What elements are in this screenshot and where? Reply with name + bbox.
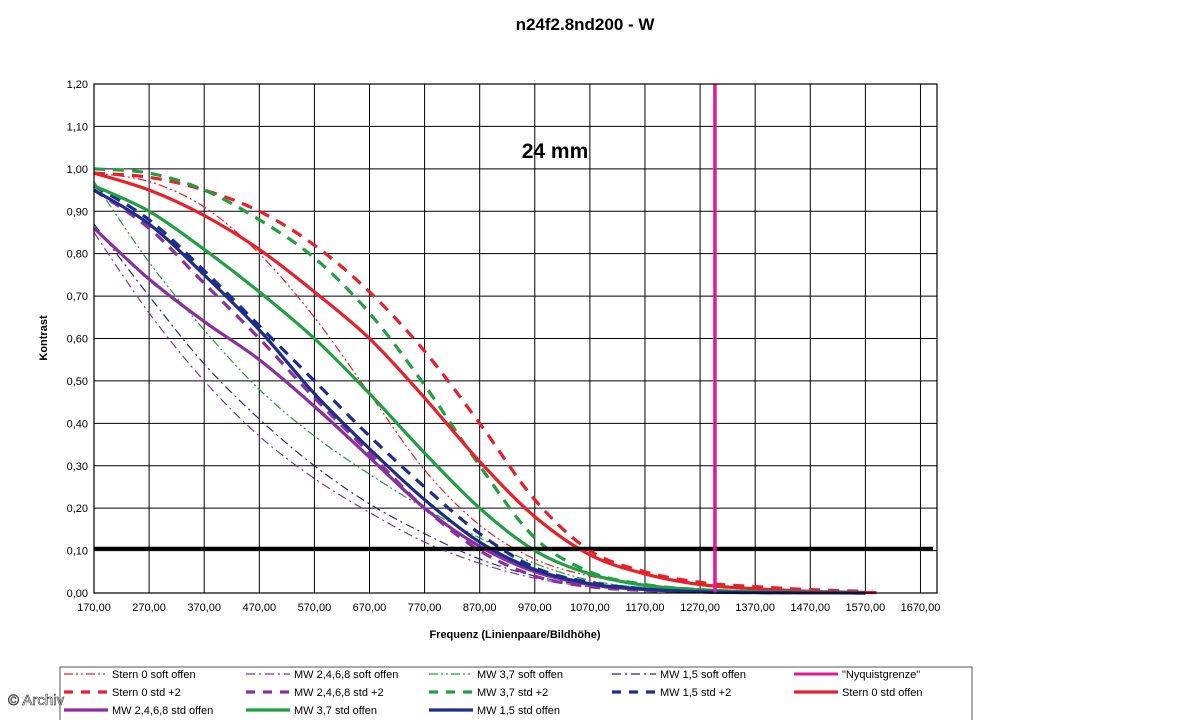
series-line [93,184,866,595]
legend-label: Stern 0 std +2 [112,687,181,699]
y-tick-label: 0,60 [67,334,88,346]
y-tick-label: 0,50 [67,376,88,388]
x-tick-label: 770,00 [408,602,442,614]
x-axis-label: Frequenz (Linienpaare/Bildhöhe) [429,629,600,641]
plot-frame [93,83,938,594]
y-tick-label: 0,00 [67,588,88,600]
y-tick-label: 0,80 [67,249,88,261]
focal-length-annotation: 24 mm [522,140,589,163]
legend-label: MW 3,7 std +2 [477,687,548,699]
tick-labels: 170,00 270,00 370,00 470,00 570,00 670,00 770,… [67,79,941,614]
legend: Stern 0 soft offen MW 2,4,6,8 soft offen M… [59,666,973,720]
x-tick-label: 270,00 [132,602,166,614]
legend-label: Stern 0 soft offen [112,669,196,681]
x-tick-label: 170,00 [77,602,111,614]
legend-label: Stern 0 std offen [842,687,923,699]
y-tick-label: 1,10 [67,121,88,133]
x-tick-label: 1670,00 [901,602,941,614]
y-tick-label: 0,30 [67,461,88,473]
x-tick-label: 870,00 [463,602,497,614]
series-lines [92,167,877,595]
legend-label: MW 1,5 std +2 [660,687,731,699]
y-tick-label: 1,00 [67,164,88,176]
legend-label: MW 2,4,6,8 std offen [112,705,213,717]
legend-label: MW 2,4,6,8 std +2 [294,687,384,699]
series-line [93,167,866,595]
y-tick-label: 1,20 [67,79,88,91]
x-tick-label: 1570,00 [845,602,885,614]
x-tick-label: 1470,00 [790,602,830,614]
series-line [93,184,866,595]
legend-label: MW 1,5 soft offen [660,669,746,681]
x-tick-label: 470,00 [242,602,276,614]
x-tick-label: 670,00 [353,602,387,614]
x-tick-label: 1370,00 [735,602,775,614]
legend-label: MW 2,4,6,8 soft offen [294,669,398,681]
legend-label: "Nyquistgrenze" [842,669,920,681]
x-tick-label: 970,00 [518,602,552,614]
y-tick-label: 0,10 [67,546,88,558]
series-line [93,171,866,593]
x-tick-label: 1070,00 [570,602,610,614]
watermark: © Archiv [8,692,65,709]
y-tick-label: 0,20 [67,503,88,515]
y-axis-label: Kontrast [38,315,50,361]
x-tick-label: 370,00 [187,602,221,614]
chart-title: n24f2.8nd200 - W [516,15,656,34]
series-line [93,172,877,594]
y-tick-label: 0,70 [67,291,88,303]
x-tick-label: 1170,00 [626,602,665,614]
legend-label: MW 3,7 std offen [294,705,377,717]
reference-lines [94,84,933,593]
series-line [93,171,877,595]
x-tick-label: 570,00 [298,602,332,614]
y-tick-label: 0,90 [67,206,88,218]
series-line [93,188,866,595]
x-tick-label: 1270,00 [680,602,720,614]
y-tick-label: 0,40 [67,418,88,430]
legend-label: MW 3,7 soft offen [477,669,563,681]
legend-label: MW 1,5 std offen [477,705,560,717]
